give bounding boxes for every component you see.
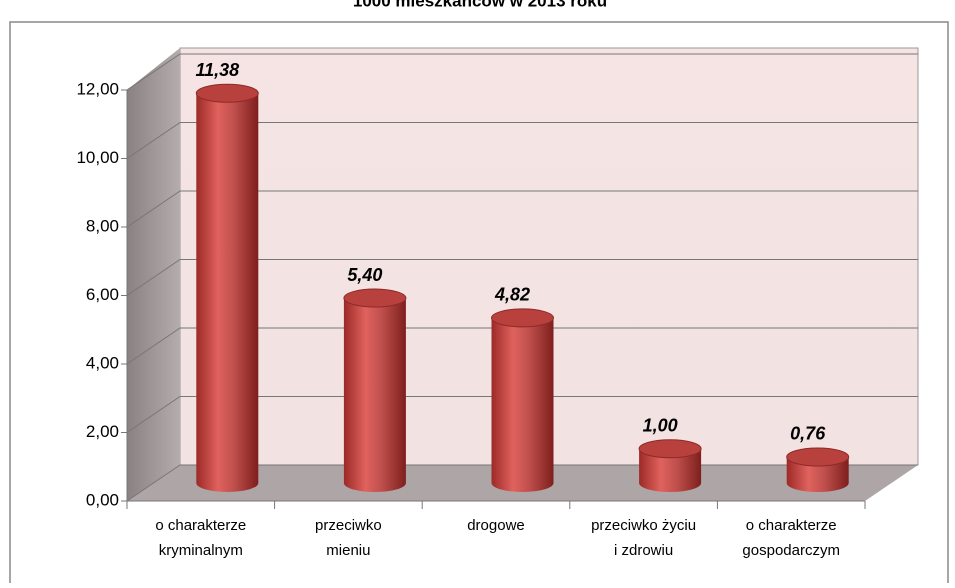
bar-top — [638, 439, 702, 459]
x-tick-label: przeciwko — [315, 517, 382, 534]
bar — [343, 288, 407, 492]
x-tick-label: mieniu — [326, 542, 370, 559]
y-tick-label: 10,00 — [76, 148, 119, 167]
grid-line — [126, 396, 918, 433]
grid-line — [126, 327, 918, 365]
y-tick-label: 12,00 — [76, 79, 119, 98]
x-tick-label: o charakterze — [155, 517, 246, 534]
y-tick-label: 4,00 — [86, 353, 119, 372]
x-tick-label: drogowe — [467, 517, 525, 534]
bar-top — [491, 308, 554, 328]
grid-line — [126, 190, 918, 228]
side-wall — [127, 48, 180, 501]
bar-body — [786, 456, 849, 492]
data-label: 0,76 — [790, 424, 826, 444]
grid-line — [126, 122, 918, 159]
x-tick-label: i zdrowiu — [614, 542, 673, 559]
bar-top — [786, 447, 850, 467]
bar-body — [343, 298, 406, 492]
bar-top — [343, 288, 407, 308]
data-label: 1,00 — [643, 416, 678, 436]
bar-body — [196, 93, 259, 492]
bar — [638, 439, 702, 492]
y-tick-label: 6,00 — [86, 285, 119, 304]
bar — [491, 308, 554, 492]
data-label: 11,38 — [195, 60, 239, 80]
grid-line — [126, 53, 918, 91]
bar-top — [195, 83, 259, 103]
y-tick-label: 8,00 — [86, 216, 119, 235]
y-tick-label: 0,00 — [86, 490, 119, 509]
data-label: 4,82 — [494, 285, 530, 305]
x-tick-label: o charakterze — [746, 517, 837, 534]
x-tick-label: gospodarczym — [742, 542, 840, 559]
x-tick-label: przeciwko życiu — [591, 517, 696, 534]
bar — [195, 83, 259, 492]
chart-title: 1000 mieszkańców w 2013 roku — [353, 0, 607, 10]
bar — [786, 447, 850, 492]
y-tick-label: 2,00 — [86, 422, 119, 441]
x-tick-label: kryminalnym — [159, 542, 243, 559]
data-label: 5,40 — [347, 265, 382, 285]
bar-body — [639, 448, 702, 492]
grid-line — [126, 259, 918, 296]
bar-body — [491, 317, 554, 492]
